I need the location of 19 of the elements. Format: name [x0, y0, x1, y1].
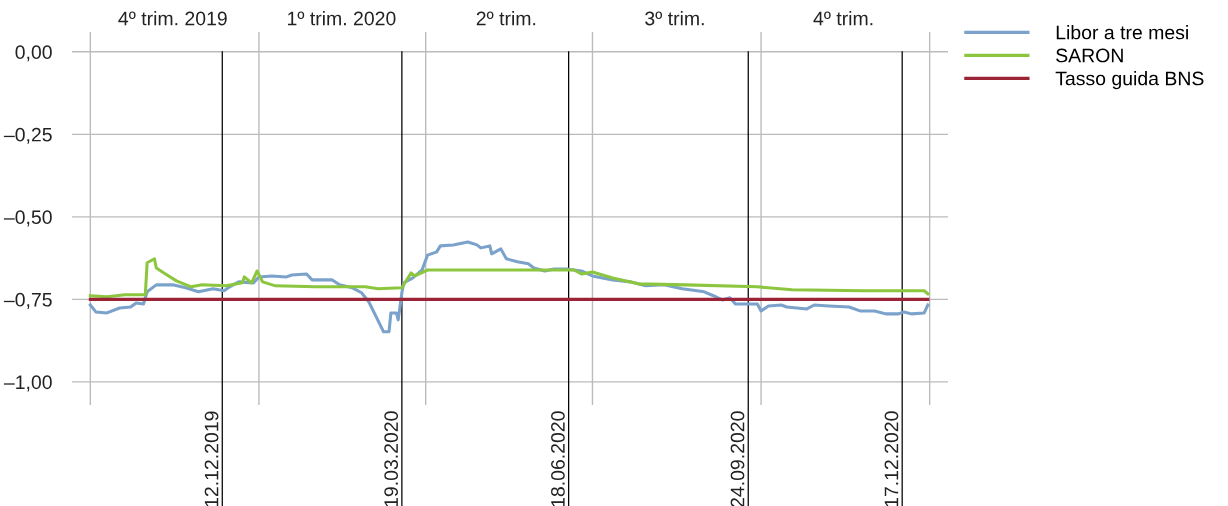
x-tick-label: 4º trim. 2019 [118, 11, 227, 26]
y-tick-label: –0,50 [3, 210, 52, 227]
y-tick-label: –0,75 [3, 292, 52, 309]
y-tick-label: 0,00 [15, 45, 52, 62]
legend-label: Libor a tre mesi [1056, 25, 1188, 40]
line-series [88, 257, 930, 299]
ref-line-label: 12.12.2019 [204, 411, 219, 506]
y-tick-label: –0,25 [3, 127, 52, 144]
ref-line-label: 18.06.2020 [551, 411, 565, 506]
ref-line-label: 19.03.2020 [384, 411, 399, 506]
ref-line-label: 17.12.2020 [884, 411, 899, 506]
ref-line-label: 24.09.2020 [730, 411, 745, 506]
legend-label: SARON [1056, 48, 1123, 63]
x-tick-label: 4º trim. [813, 11, 873, 26]
x-tick-label: 2º trim. [476, 11, 536, 26]
legend-label: Tasso guida BNS [1055, 71, 1204, 90]
x-tick-label: 1º trim. 2020 [288, 11, 396, 26]
x-tick-label: 3º trim. [645, 11, 704, 26]
y-tick-label: –1,00 [3, 375, 52, 392]
